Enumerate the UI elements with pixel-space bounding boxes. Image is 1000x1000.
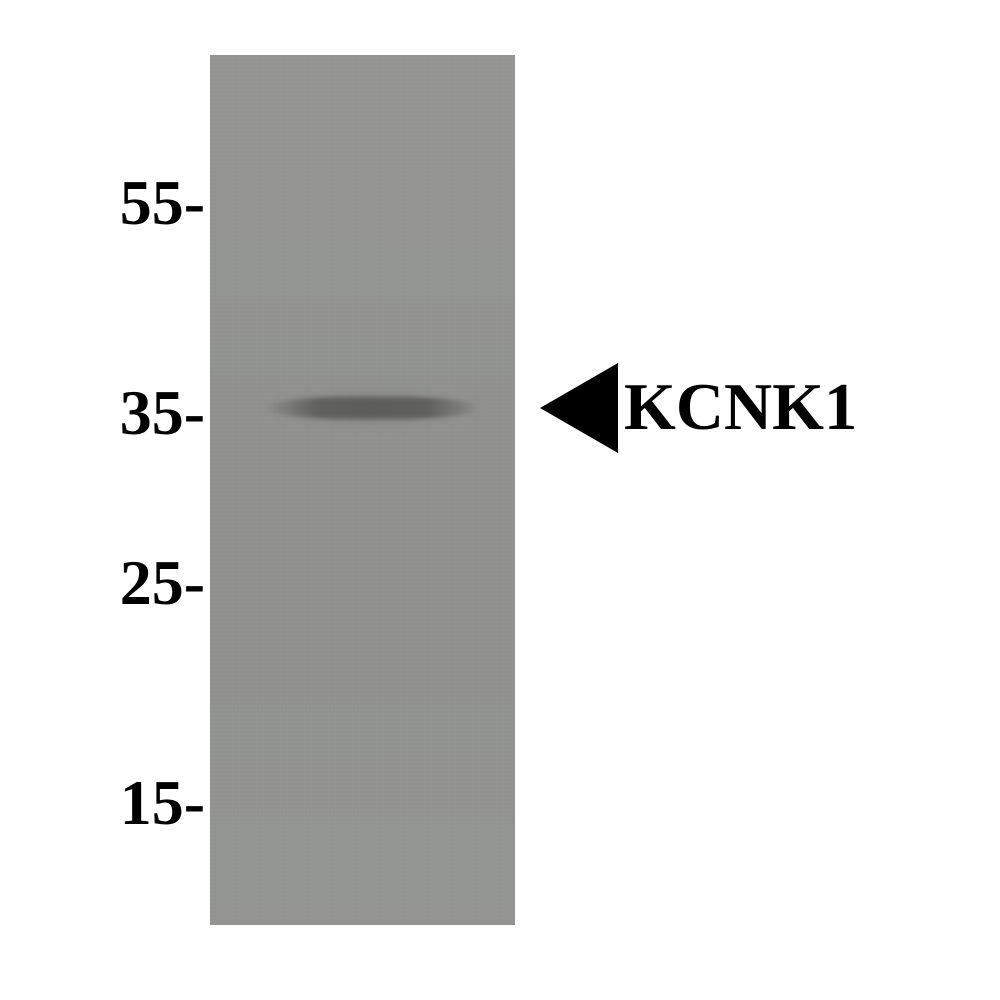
mw-marker-15: 15- — [120, 766, 205, 840]
blot-lane — [210, 55, 515, 925]
lane-noise — [210, 55, 515, 925]
mw-marker-35: 35- — [120, 376, 205, 450]
protein-name-label: KCNK1 — [624, 370, 857, 446]
lane-gradient — [210, 55, 515, 925]
mw-marker-25: 25- — [120, 546, 205, 620]
arrowhead-icon — [540, 363, 618, 453]
mw-marker-55: 55- — [120, 166, 205, 240]
blot-figure: 55- 35- 25- 15- KCNK1 — [0, 0, 1000, 1000]
band-pointer: KCNK1 — [540, 363, 857, 453]
protein-band — [265, 397, 480, 419]
